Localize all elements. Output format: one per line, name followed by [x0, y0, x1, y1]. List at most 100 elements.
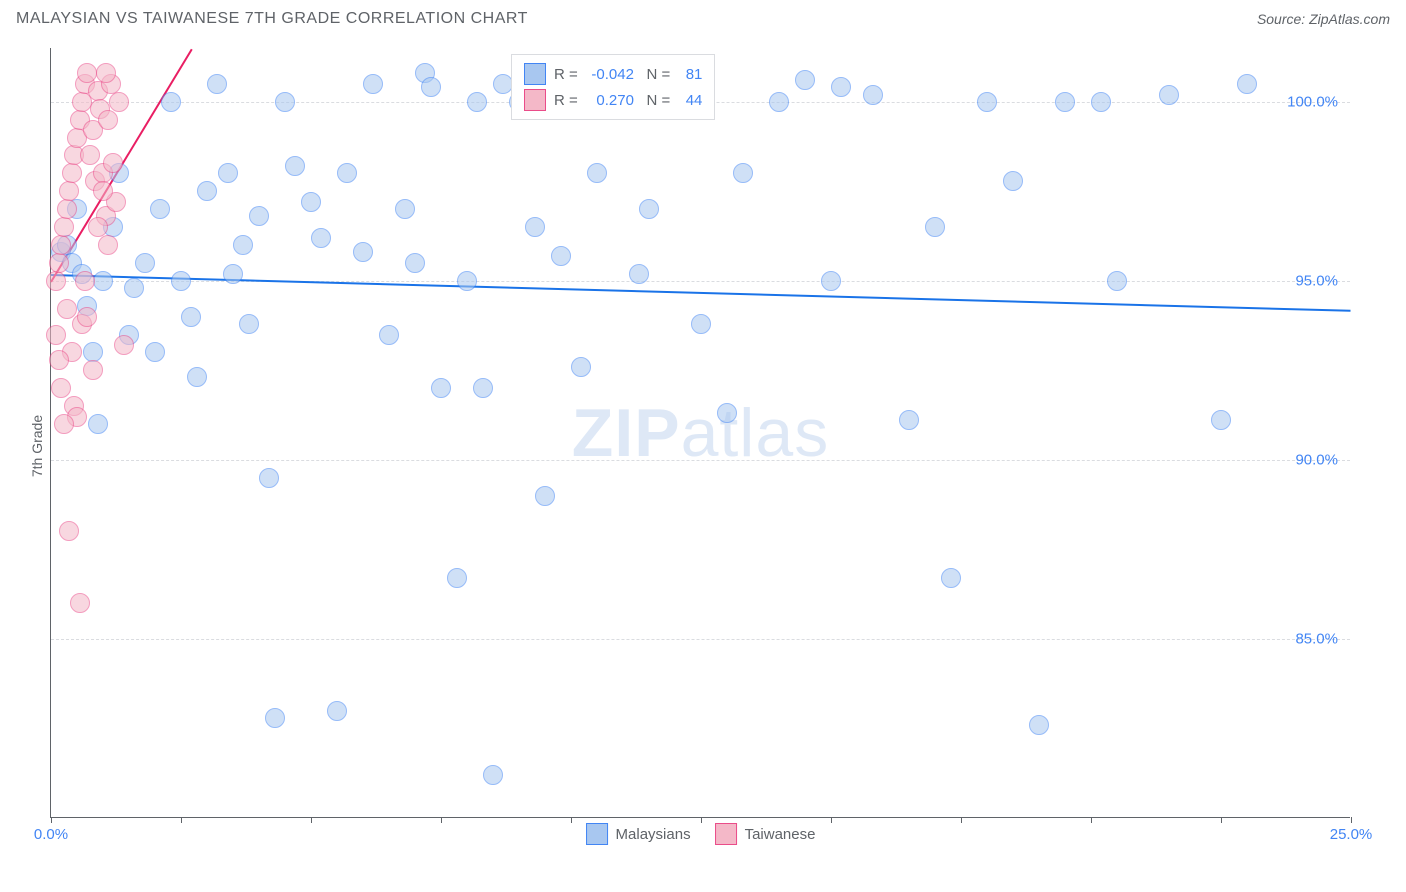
scatter-point — [197, 181, 217, 201]
scatter-point — [1055, 92, 1075, 112]
scatter-point — [88, 414, 108, 434]
scatter-point — [49, 350, 69, 370]
scatter-point — [301, 192, 321, 212]
scatter-point — [171, 271, 191, 291]
legend-label: Taiwanese — [745, 826, 816, 843]
x-tick-mark — [571, 817, 572, 823]
scatter-point — [54, 414, 74, 434]
scatter-point — [59, 181, 79, 201]
scatter-point — [769, 92, 789, 112]
legend-stats: R = 0.270 N = 44 — [554, 92, 702, 109]
scatter-point — [93, 271, 113, 291]
scatter-point — [285, 156, 305, 176]
scatter-point — [145, 342, 165, 362]
scatter-point — [535, 486, 555, 506]
x-tick-mark — [51, 817, 52, 823]
scatter-point — [457, 271, 477, 291]
scatter-point — [239, 314, 259, 334]
legend-swatch — [524, 63, 546, 85]
scatter-point — [62, 163, 82, 183]
scatter-point — [447, 568, 467, 588]
scatter-point — [473, 378, 493, 398]
scatter-point — [77, 63, 97, 83]
x-tick-mark — [441, 817, 442, 823]
scatter-point — [717, 403, 737, 423]
scatter-point — [83, 360, 103, 380]
scatter-point — [249, 206, 269, 226]
scatter-point — [259, 468, 279, 488]
legend-stats: R = -0.042 N = 81 — [554, 66, 702, 83]
scatter-point — [109, 92, 129, 112]
scatter-point — [96, 63, 116, 83]
scatter-point — [49, 253, 69, 273]
scatter-point — [405, 253, 425, 273]
scatter-point — [629, 264, 649, 284]
scatter-point — [75, 271, 95, 291]
scatter-point — [88, 217, 108, 237]
legend-item: Taiwanese — [715, 823, 816, 845]
x-tick-mark — [1351, 817, 1352, 823]
scatter-point — [114, 335, 134, 355]
y-tick-label: 90.0% — [1295, 451, 1338, 468]
scatter-point — [421, 77, 441, 97]
scatter-point — [1159, 85, 1179, 105]
scatter-point — [925, 217, 945, 237]
scatter-point — [233, 235, 253, 255]
scatter-point — [207, 74, 227, 94]
scatter-point — [54, 217, 74, 237]
scatter-point — [431, 378, 451, 398]
plot-area: ZIPatlas 85.0%90.0%95.0%100.0%0.0%25.0%R… — [50, 48, 1350, 818]
scatter-point — [1091, 92, 1111, 112]
scatter-point — [691, 314, 711, 334]
legend-swatch — [715, 823, 737, 845]
scatter-point — [1237, 74, 1257, 94]
scatter-point — [525, 217, 545, 237]
scatter-point — [51, 235, 71, 255]
scatter-point — [93, 181, 113, 201]
scatter-point — [265, 708, 285, 728]
x-tick-mark — [311, 817, 312, 823]
scatter-point — [98, 235, 118, 255]
scatter-point — [353, 242, 373, 262]
chart-source: Source: ZipAtlas.com — [1257, 11, 1390, 27]
scatter-point — [977, 92, 997, 112]
scatter-point — [571, 357, 591, 377]
scatter-point — [59, 521, 79, 541]
scatter-point — [327, 701, 347, 721]
series-legend: Malaysians Taiwanese — [586, 823, 816, 845]
scatter-point — [223, 264, 243, 284]
scatter-point — [135, 253, 155, 273]
x-tick-mark — [1221, 817, 1222, 823]
scatter-point — [46, 325, 66, 345]
chart-title: MALAYSIAN VS TAIWANESE 7TH GRADE CORRELA… — [16, 10, 528, 28]
scatter-point — [51, 378, 71, 398]
x-tick-mark — [181, 817, 182, 823]
scatter-point — [467, 92, 487, 112]
scatter-point — [80, 145, 100, 165]
x-tick-mark — [961, 817, 962, 823]
scatter-point — [795, 70, 815, 90]
scatter-point — [70, 593, 90, 613]
legend-row: R = -0.042 N = 81 — [524, 61, 702, 87]
scatter-point — [899, 410, 919, 430]
scatter-point — [161, 92, 181, 112]
grid-line — [51, 460, 1350, 461]
scatter-point — [124, 278, 144, 298]
scatter-point — [821, 271, 841, 291]
x-tick-mark — [1091, 817, 1092, 823]
scatter-point — [150, 199, 170, 219]
scatter-point — [275, 92, 295, 112]
y-tick-label: 95.0% — [1295, 272, 1338, 289]
scatter-point — [379, 325, 399, 345]
scatter-point — [483, 765, 503, 785]
scatter-point — [1211, 410, 1231, 430]
scatter-point — [181, 307, 201, 327]
scatter-point — [46, 271, 66, 291]
scatter-point — [77, 307, 97, 327]
scatter-point — [1107, 271, 1127, 291]
scatter-point — [587, 163, 607, 183]
scatter-point — [395, 199, 415, 219]
legend-label: Malaysians — [616, 826, 691, 843]
scatter-point — [363, 74, 383, 94]
scatter-point — [1003, 171, 1023, 191]
